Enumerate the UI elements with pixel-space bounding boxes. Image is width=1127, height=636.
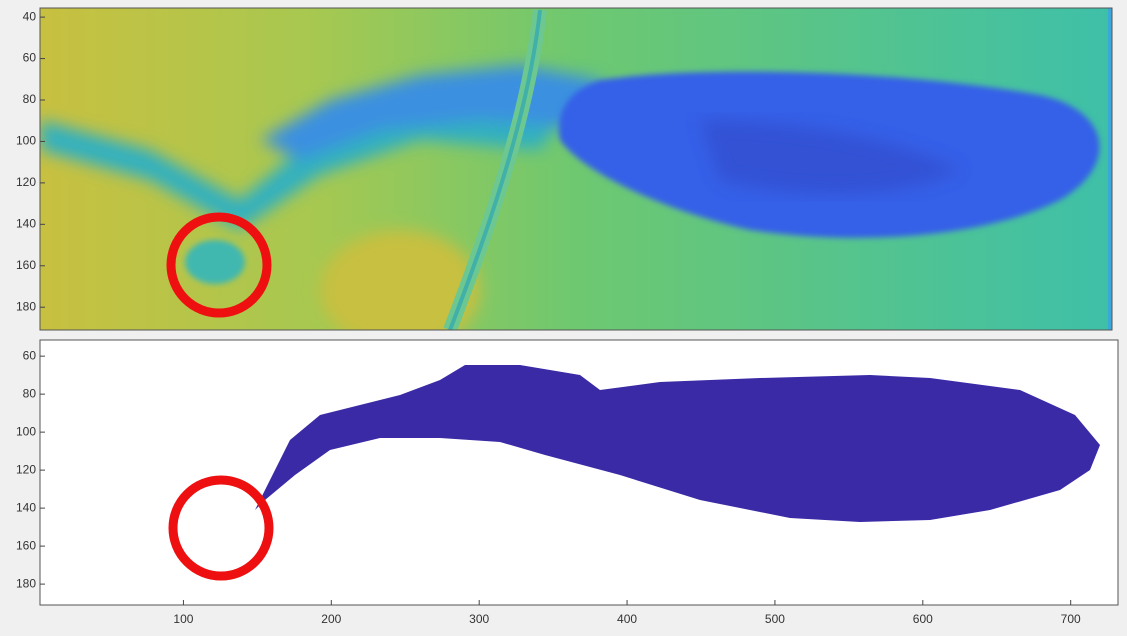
y-tick-label: 120: [16, 175, 36, 189]
y-tick-label: 40: [23, 9, 37, 23]
y-tick-label: 100: [16, 424, 36, 438]
page: {"chart_data": [ {"type": "image", "xlim…: [0, 0, 1127, 636]
y-tick-label: 180: [16, 299, 36, 313]
y-tick-label: 60: [23, 51, 37, 65]
y-tick-label: 100: [16, 134, 36, 148]
y-tick-label: 160: [16, 258, 36, 272]
x-tick-label: 700: [1061, 612, 1081, 626]
x-tick-label: 500: [765, 612, 785, 626]
x-tick-label: 200: [321, 612, 341, 626]
y-tick-label: 80: [23, 386, 37, 400]
figure: 40 60 80 100 120 140 160 180 60 80 100 120 140 160 180…: [0, 0, 1127, 636]
top-image: [40, 8, 1118, 350]
x-tick-label: 400: [617, 612, 637, 626]
y-tick-label: 60: [23, 348, 37, 362]
x-tick-label: 600: [913, 612, 933, 626]
y-tick-label: 140: [16, 500, 36, 514]
x-tick-label: 300: [469, 612, 489, 626]
y-tick-label: 180: [16, 576, 36, 590]
x-tick-label: 100: [173, 612, 193, 626]
y-tick-label: 80: [23, 92, 37, 106]
y-tick-label: 160: [16, 538, 36, 552]
y-tick-label: 120: [16, 462, 36, 476]
y-tick-label: 140: [16, 216, 36, 230]
